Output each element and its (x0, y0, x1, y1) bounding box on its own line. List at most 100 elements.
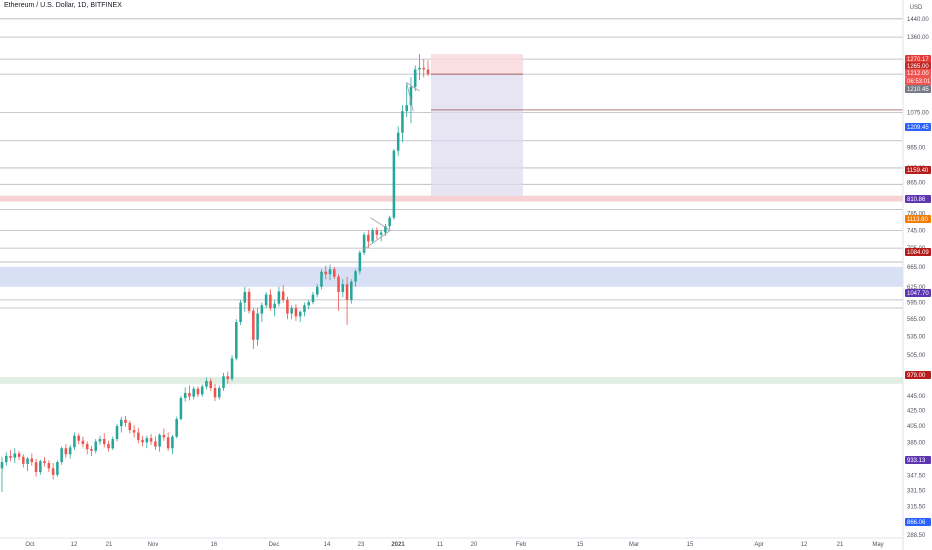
candle-body (102, 439, 106, 445)
candle-body (303, 305, 306, 312)
price-badge-label: 1084.09 (907, 250, 929, 256)
candle-body (98, 439, 102, 442)
candle-body (47, 463, 51, 469)
price-badge (905, 166, 931, 174)
price-badge-label: 933.13 (907, 458, 926, 464)
candle-body (149, 438, 153, 442)
y-tick-label: 535.00 (907, 335, 926, 341)
y-tick-label: 331.50 (907, 488, 926, 494)
chart-title: Ethereum / U.S. Dollar, 1D, BITFINEX (4, 2, 122, 9)
candle-body (341, 284, 345, 292)
price-badge (905, 77, 931, 85)
candle-body (358, 252, 362, 272)
projection-target (431, 54, 523, 75)
candle-body (384, 226, 387, 233)
candle-body (175, 419, 178, 437)
candle-body (60, 448, 63, 463)
y-tick-label: 385.00 (907, 440, 926, 446)
candle-body (73, 435, 76, 448)
x-tick-label: 12 (801, 542, 808, 548)
price-badge (905, 85, 931, 93)
candle-body (68, 447, 72, 455)
price-badge (905, 123, 931, 131)
pennant-pattern (406, 81, 420, 112)
price-badge (905, 289, 931, 297)
candle-body (294, 308, 298, 317)
candle-body (362, 234, 366, 253)
x-tick-label: 16 (211, 542, 218, 548)
price-badge-label: 1047.70 (907, 291, 929, 297)
candle-body (375, 230, 379, 235)
candle-body (90, 449, 93, 451)
price-badge-label: 1270.17 (907, 57, 929, 63)
x-tick-label: 23 (358, 542, 365, 548)
candle-body (141, 439, 144, 443)
candle-body (226, 376, 230, 379)
candle-body (328, 269, 332, 275)
candle-body (324, 271, 328, 275)
x-tick-label: Apr (754, 542, 763, 548)
candle-body (311, 294, 315, 303)
candle-body (51, 468, 55, 475)
x-tick-label: 20 (471, 542, 478, 548)
zone-green (0, 376, 903, 384)
x-tick-label: 2021 (391, 542, 405, 548)
y-tick-label: 565.00 (907, 317, 926, 323)
x-tick-label: Mar (629, 542, 639, 548)
candle-body (281, 291, 285, 300)
candle-body (418, 67, 421, 70)
candle-body (162, 434, 166, 438)
y-tick-label: 288.50 (907, 533, 926, 539)
candle-body (111, 439, 115, 449)
y-tick-label: 505.00 (907, 353, 926, 359)
candle-body (286, 299, 289, 314)
candle-body (192, 388, 195, 397)
candle-body (392, 150, 396, 218)
candle-body (120, 419, 123, 427)
price-badge (905, 518, 931, 526)
price-badge-label: 979.00 (907, 373, 926, 379)
candle-body (26, 458, 29, 464)
x-tick-label: May (872, 542, 883, 548)
candle-body (396, 132, 400, 151)
candle-body (333, 269, 336, 277)
price-badge-label: 810.86 (907, 197, 926, 203)
x-tick-label: Oct (25, 542, 35, 548)
y-tick-label: 965.00 (907, 145, 926, 151)
x-tick-label: Dec (269, 542, 280, 548)
x-tick-label: 11 (437, 542, 444, 548)
zone-blue (0, 266, 903, 287)
zone-red (0, 195, 903, 202)
candle-body (409, 86, 413, 106)
projection-box (431, 74, 523, 196)
price-badge (905, 69, 931, 77)
y-tick-label: 1440.00 (907, 17, 929, 23)
price-badge (905, 248, 931, 256)
candle-body (145, 438, 149, 443)
y-tick-label: 1075.00 (907, 111, 929, 117)
y-tick-label: 625.00 (907, 285, 926, 291)
candle-body (413, 69, 417, 87)
candle-body (128, 422, 132, 431)
x-tick-label: 21 (837, 542, 844, 548)
candle-body (154, 441, 157, 447)
candle-body (94, 441, 97, 451)
candle-body (179, 398, 183, 420)
candle-body (307, 302, 310, 306)
y-tick-label: 745.00 (907, 228, 926, 234)
candle-body (239, 302, 242, 323)
candle-body (388, 217, 391, 227)
y-tick-label: 785.00 (907, 212, 926, 218)
candle-body (0, 462, 4, 469)
candle-body (81, 440, 85, 445)
candle-body (269, 294, 272, 309)
candle-body (213, 388, 217, 398)
price-badge-label: 1265.00 (907, 64, 929, 70)
candle-body (30, 458, 34, 463)
candle-body (235, 322, 238, 359)
candle-body (247, 291, 251, 311)
candle-body (115, 426, 119, 440)
y-tick-label: 405.00 (907, 424, 926, 430)
